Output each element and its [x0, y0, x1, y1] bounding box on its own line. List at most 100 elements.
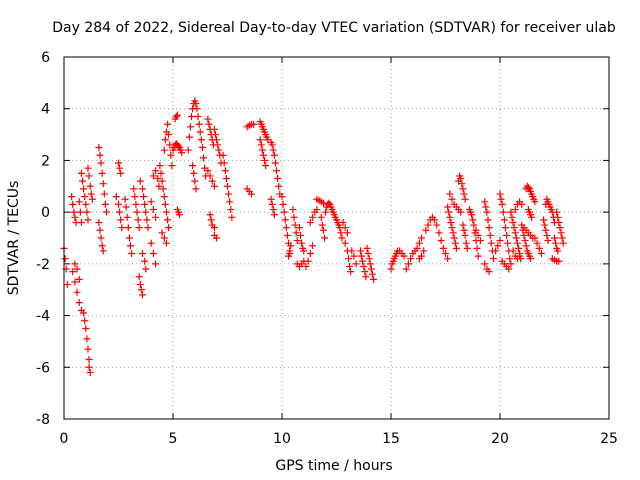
data-point — [463, 244, 471, 252]
data-point — [347, 268, 355, 276]
data-point — [141, 257, 149, 265]
data-point — [317, 213, 325, 221]
data-point — [116, 208, 124, 216]
data-point — [531, 234, 539, 242]
data-point — [363, 244, 371, 252]
data-point — [84, 216, 92, 224]
data-point — [213, 234, 221, 242]
data-point — [279, 200, 287, 208]
data-point — [457, 175, 465, 183]
data-point — [461, 195, 469, 203]
data-points — [60, 97, 567, 376]
data-point — [222, 175, 230, 183]
data-point — [135, 273, 143, 281]
data-point — [247, 190, 255, 198]
data-point — [484, 216, 492, 224]
y-tick-label: -6 — [36, 360, 50, 376]
plot-frame — [63, 56, 610, 420]
data-point — [500, 216, 508, 224]
data-point — [97, 159, 105, 167]
data-point — [165, 224, 173, 232]
data-point — [152, 167, 160, 175]
data-point — [190, 169, 198, 177]
y-tick-labels: -8 -6 -4 -2 0 2 4 6 — [36, 50, 50, 428]
data-point — [341, 239, 349, 247]
data-point — [221, 167, 229, 175]
data-point — [136, 281, 144, 289]
data-point — [521, 237, 529, 245]
data-point — [86, 182, 94, 190]
data-point — [75, 299, 83, 307]
data-point — [225, 190, 233, 198]
data-point — [278, 193, 286, 201]
data-point — [159, 185, 167, 193]
data-point — [366, 260, 374, 268]
data-point — [80, 185, 88, 193]
data-point — [558, 234, 566, 242]
data-point — [149, 250, 157, 258]
data-point — [96, 226, 104, 234]
data-point — [365, 255, 373, 263]
data-point — [162, 208, 170, 216]
data-point — [496, 190, 504, 198]
x-tick-label: 25 — [600, 431, 618, 447]
data-point — [486, 231, 494, 239]
data-point — [99, 247, 107, 255]
data-point — [309, 213, 317, 221]
data-point — [174, 142, 182, 150]
data-point — [422, 226, 430, 234]
data-point — [70, 208, 78, 216]
y-tick-label: -4 — [36, 309, 50, 325]
data-point — [138, 250, 146, 258]
data-point — [451, 239, 459, 247]
data-point — [339, 218, 347, 226]
data-point — [367, 265, 375, 273]
data-point — [494, 242, 502, 250]
data-point — [63, 281, 71, 289]
data-point — [69, 200, 77, 208]
data-point — [85, 172, 93, 180]
data-point — [541, 221, 549, 229]
data-point — [115, 159, 122, 167]
data-point — [191, 177, 199, 185]
data-point — [77, 169, 85, 177]
data-point — [420, 247, 428, 255]
data-point — [291, 221, 299, 229]
data-point — [319, 226, 327, 234]
data-point — [544, 237, 552, 245]
data-point — [136, 177, 144, 185]
data-point — [198, 144, 206, 151]
data-point — [220, 159, 228, 167]
data-point — [520, 231, 528, 239]
data-point — [528, 213, 536, 221]
data-point — [501, 224, 509, 232]
data-point — [160, 234, 168, 242]
data-point — [492, 247, 500, 255]
data-point — [81, 317, 89, 325]
data-point — [98, 242, 106, 250]
data-point — [283, 231, 291, 239]
data-point — [134, 216, 142, 224]
data-point — [460, 190, 468, 198]
data-point — [554, 247, 562, 255]
data-point — [424, 221, 432, 229]
data-point — [298, 239, 306, 247]
data-point — [281, 216, 289, 224]
data-point — [121, 195, 129, 203]
data-point — [513, 239, 521, 247]
data-point — [460, 226, 468, 234]
data-point — [533, 239, 541, 247]
data-point — [444, 255, 452, 263]
data-point — [71, 213, 79, 221]
data-point — [431, 216, 439, 224]
data-point — [188, 112, 196, 120]
data-point — [415, 239, 423, 247]
data-point — [161, 136, 169, 144]
data-point — [226, 198, 234, 206]
data-point — [84, 345, 92, 353]
data-point — [304, 257, 312, 265]
data-point — [306, 218, 314, 226]
data-point — [95, 144, 103, 151]
